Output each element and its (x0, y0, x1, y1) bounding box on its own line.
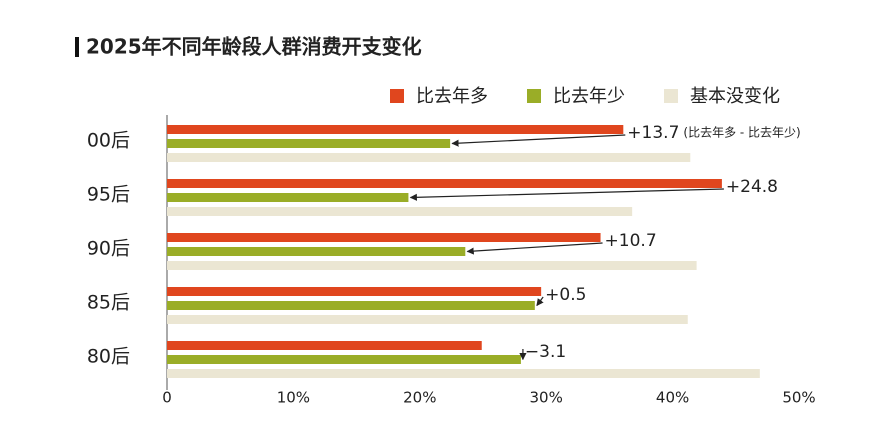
annotation-arrow (536, 296, 544, 307)
y-tick-label: 80后 (87, 346, 130, 368)
bar (167, 369, 760, 378)
bar (167, 179, 722, 188)
annotation: +24.8 (726, 177, 778, 197)
title-marker (75, 37, 79, 57)
x-tick-label: 0 (162, 389, 172, 407)
annotation: −3.1 (525, 342, 566, 362)
bar (167, 247, 466, 256)
y-tick-label: 85后 (87, 292, 130, 314)
legend-label: 比去年多 (416, 86, 488, 107)
x-tick-label: 10% (277, 389, 310, 407)
annotation: +13.7 (627, 123, 679, 143)
y-tick-label: 95后 (87, 184, 130, 206)
annotation: +10.7 (605, 231, 657, 251)
annotation: +0.5 (545, 285, 586, 305)
y-tick-label: 00后 (87, 130, 130, 152)
bar (167, 139, 451, 148)
bar (167, 341, 482, 350)
bar (167, 125, 624, 134)
y-tick-label: 90后 (87, 238, 130, 260)
bar (167, 287, 542, 296)
bar (167, 315, 688, 324)
chart-title: 2025年不同年龄段人群消费开支变化 (86, 35, 422, 59)
legend-label: 基本没变化 (690, 86, 780, 107)
annotation-note: (比去年多 - 比去年少) (683, 126, 800, 140)
bar (167, 153, 691, 162)
x-tick-label: 40% (656, 389, 689, 407)
legend-swatch (390, 89, 404, 103)
x-tick-label: 20% (403, 389, 436, 407)
legend-label: 比去年少 (553, 86, 625, 107)
bar (167, 207, 633, 216)
legend-swatch (527, 89, 541, 103)
bar (167, 355, 521, 364)
legend-swatch (664, 89, 678, 103)
annotation-arrow (451, 134, 626, 147)
bar (167, 261, 697, 270)
bar (167, 193, 409, 202)
annotation-arrow (466, 242, 603, 255)
x-tick-label: 50% (782, 389, 815, 407)
annotation-arrow (409, 188, 724, 201)
x-tick-label: 30% (530, 389, 563, 407)
bar (167, 301, 535, 310)
bar (167, 233, 601, 242)
